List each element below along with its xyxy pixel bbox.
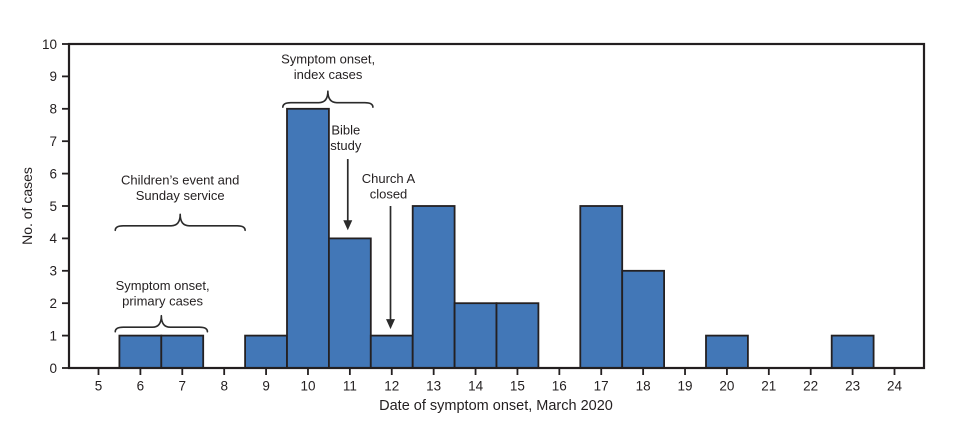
x-tick-label-8: 8 — [220, 379, 228, 394]
y-tick-label-6: 6 — [49, 166, 57, 181]
y-tick-label-3: 3 — [49, 264, 57, 279]
x-tick-label-22: 22 — [803, 379, 818, 394]
x-tick-label-7: 7 — [179, 379, 187, 394]
y-tick-label-4: 4 — [49, 231, 57, 246]
x-tick-label-18: 18 — [636, 379, 651, 394]
church-a-closed-arrow-head — [386, 319, 396, 330]
annotation-childrens-event: Children’s event and Sunday service — [114, 173, 246, 232]
x-tick-label-13: 13 — [426, 379, 441, 394]
x-tick-label-16: 16 — [552, 379, 567, 394]
bar-10 — [286, 107, 330, 369]
index-cases-brace — [282, 90, 374, 108]
bar-14 — [453, 302, 498, 369]
bar-13 — [411, 205, 456, 369]
childrens-event-brace — [114, 213, 246, 232]
bar-12 — [369, 334, 414, 369]
bar-18 — [621, 269, 666, 369]
x-tick-label-6: 6 — [137, 379, 145, 394]
x-tick-label-11: 11 — [343, 379, 357, 394]
bars-layer — [118, 107, 875, 369]
y-tick-label-2: 2 — [49, 296, 57, 311]
bible-study-arrow-head — [343, 220, 353, 231]
primary-cases-brace — [114, 314, 209, 333]
x-tick-label-9: 9 — [262, 379, 270, 394]
annotation-index-cases: Symptom onset, index cases — [281, 52, 375, 108]
x-tick-label-23: 23 — [845, 379, 860, 394]
bar-15 — [495, 302, 540, 369]
y-tick-label-9: 9 — [49, 69, 57, 84]
y-tick-label-1: 1 — [49, 328, 57, 343]
x-tick-label-21: 21 — [761, 379, 776, 394]
x-tick-label-14: 14 — [468, 379, 484, 394]
bar-7 — [160, 334, 205, 369]
y-tick-label-0: 0 — [49, 361, 57, 376]
x-tick-label-5: 5 — [95, 379, 103, 394]
bar-9 — [244, 334, 288, 369]
x-tick-label-15: 15 — [510, 379, 525, 394]
childrens-event-label: Children’s event and Sunday service — [121, 173, 239, 204]
y-tick-label-7: 7 — [49, 134, 57, 149]
x-tick-label-24: 24 — [887, 379, 903, 394]
annotations-layer: Symptom onset, primary cases Children’s ev… — [114, 52, 416, 333]
x-tick-label-17: 17 — [594, 379, 609, 394]
bar-11 — [327, 237, 372, 369]
primary-cases-label: Symptom onset, primary cases — [116, 278, 210, 309]
annotation-bible-study: Bible study — [330, 122, 362, 231]
x-tick-label-10: 10 — [300, 379, 315, 394]
x-tick-label-12: 12 — [384, 379, 399, 394]
bar-6 — [118, 334, 163, 369]
y-tick-label-8: 8 — [49, 102, 57, 117]
y-tick-label-5: 5 — [49, 199, 57, 214]
x-tick-label-20: 20 — [719, 379, 734, 394]
bar-20 — [705, 334, 749, 369]
annotation-primary-cases: Symptom onset, primary cases — [114, 278, 210, 333]
y-tick-label-10: 10 — [42, 37, 57, 52]
x-tick-label-19: 19 — [677, 379, 692, 394]
bar-23 — [830, 334, 875, 369]
bible-study-label: Bible study — [330, 122, 362, 153]
bar-17 — [579, 205, 624, 369]
index-cases-label: Symptom onset, index cases — [281, 52, 375, 83]
